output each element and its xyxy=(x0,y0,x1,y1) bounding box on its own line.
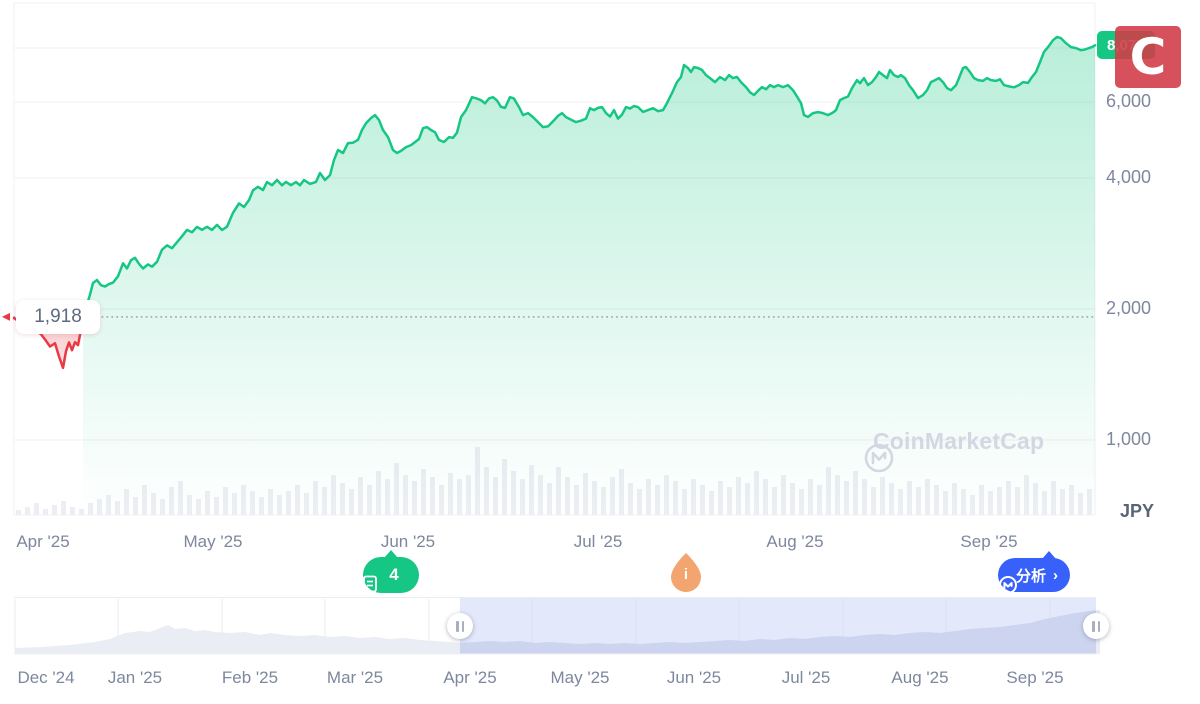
site-logo[interactable]: C xyxy=(1115,26,1181,88)
navigator-axis-label: Dec '24 xyxy=(17,668,75,687)
navigator-selection-overlay xyxy=(460,598,1096,654)
y-axis-unit-label: JPY xyxy=(1120,501,1155,521)
x-axis-label: May '25 xyxy=(183,532,243,551)
news-annotation-button[interactable]: 4 xyxy=(363,550,419,593)
start-price-label: 1,918 xyxy=(16,300,100,334)
navigator-axis-label: Sep '25 xyxy=(1006,668,1064,687)
y-axis-label: 4,000 xyxy=(1106,167,1152,187)
navigator-axis-label: Jun '25 xyxy=(666,668,722,687)
info-letter: i xyxy=(683,566,689,583)
x-axis-label: Apr '25 xyxy=(16,532,70,551)
y-axis-label: 6,000 xyxy=(1106,91,1152,111)
watermark-text: CoinMarketCap xyxy=(873,428,1045,454)
navigator-axis-label: Feb '25 xyxy=(221,668,279,687)
navigator-area-selected xyxy=(460,610,1096,654)
news-count: 4 xyxy=(389,565,399,584)
y-axis-label: 1,000 xyxy=(1106,429,1152,449)
navigator-axis-label: Jul '25 xyxy=(781,668,831,687)
navigator-axis-label: May '25 xyxy=(550,668,610,687)
y-axis-label: 2,000 xyxy=(1106,298,1152,318)
x-axis-label: Jul '25 xyxy=(573,532,623,551)
analysis-button[interactable]: 分析 › xyxy=(998,551,1071,594)
navigator-axis-label: Mar '25 xyxy=(326,668,384,687)
navigator-axis-label: Apr '25 xyxy=(443,668,497,687)
x-axis-label: Jun '25 xyxy=(380,532,436,551)
navigator-left-handle[interactable] xyxy=(447,613,473,639)
x-axis-label: Aug '25 xyxy=(766,532,824,551)
navigator-right-handle[interactable] xyxy=(1083,613,1109,639)
analysis-label: 分析 xyxy=(1016,567,1047,585)
price-chart[interactable] xyxy=(0,0,1200,540)
coinmarketcap-watermark: CoinMarketCap xyxy=(863,428,1045,472)
info-annotation-marker[interactable]: i xyxy=(668,551,704,593)
range-navigator[interactable] xyxy=(0,597,1200,655)
navigator-axis-label: Aug '25 xyxy=(891,668,949,687)
start-price-value: 1,918 xyxy=(34,306,82,327)
chevron-right-icon: › xyxy=(1053,566,1059,584)
series-start-marker xyxy=(2,312,10,321)
x-axis-label: Sep '25 xyxy=(960,532,1018,551)
price-line-up xyxy=(81,35,1097,319)
navigator-axis-label: Jan '25 xyxy=(107,668,163,687)
